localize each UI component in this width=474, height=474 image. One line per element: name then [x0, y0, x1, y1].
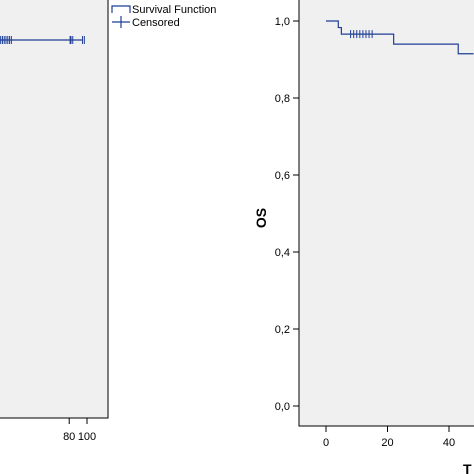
right-plot: 0,0 0,2 0,4 0,6 0,8 1,0 0 20 40 OS T — [253, 0, 474, 474]
legend-label-survival-function: Survival Function — [132, 4, 216, 16]
right-x-tick-label: 0 — [323, 437, 329, 449]
right-y-tick-label: 0,2 — [275, 324, 290, 336]
right-survival-line — [326, 20, 474, 55]
plus-tick-icon — [112, 16, 130, 28]
right-y-tick-label: 0,4 — [275, 247, 290, 259]
legend-item-censored: Censored — [112, 16, 180, 29]
left-x-tick-label: 80 — [63, 431, 75, 443]
legend-label-censored: Censored — [132, 17, 180, 29]
right-x-axis: 0 20 40 — [323, 426, 455, 449]
legend: Survival Function Censored — [111, 4, 216, 29]
y-axis-title: OS — [253, 208, 269, 228]
left-series-layer — [0, 36, 85, 44]
left-plot: 80 100 — [0, 0, 109, 443]
left-plot-area — [0, 0, 109, 419]
right-y-tick-label: 0,6 — [275, 170, 290, 182]
right-series-layer — [326, 20, 474, 55]
left-x-axis: 80 100 — [63, 418, 96, 443]
right-plot-area — [298, 0, 474, 427]
legend-item-survival-function: Survival Function — [111, 4, 216, 16]
right-y-tick-label: 1,0 — [275, 16, 290, 28]
x-axis-title: T — [463, 461, 472, 474]
right-x-tick-label: 40 — [443, 437, 455, 449]
right-y-axis: 0,0 0,2 0,4 0,6 0,8 1,0 — [275, 16, 299, 413]
left-x-tick-label: 100 — [78, 431, 96, 443]
right-x-tick-label: 20 — [381, 437, 393, 449]
right-y-tick-label: 0,0 — [275, 401, 290, 413]
step-line-icon — [111, 5, 131, 13]
right-y-tick-label: 0,8 — [275, 93, 290, 105]
